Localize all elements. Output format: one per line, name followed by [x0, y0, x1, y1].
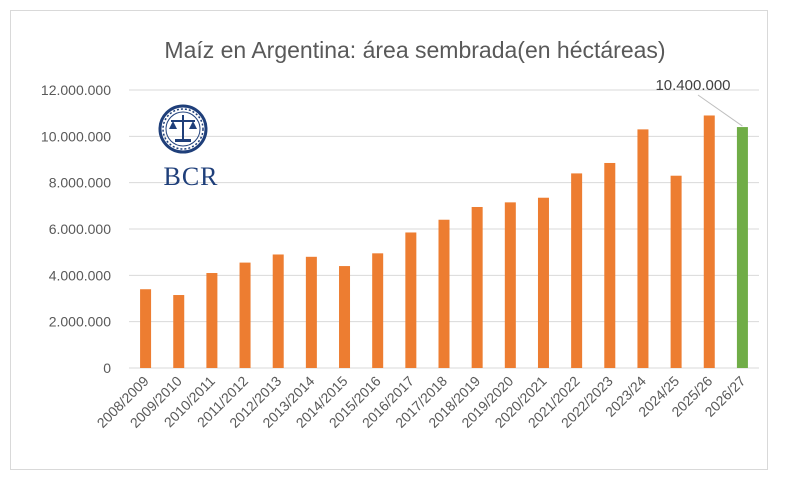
y-tick-label: 8.000.000 — [49, 175, 111, 191]
bar — [537, 197, 549, 368]
bar — [206, 273, 218, 368]
bar — [637, 129, 649, 368]
y-tick-label: 2.000.000 — [49, 314, 111, 330]
y-tick-label: 0 — [103, 360, 111, 376]
bar — [571, 173, 583, 368]
bar — [703, 115, 715, 368]
bar — [305, 256, 317, 368]
bar — [670, 175, 682, 368]
bcr-logo: BCR — [158, 104, 218, 191]
seal-icon — [158, 104, 208, 154]
bar — [604, 162, 616, 368]
chart-title: Maíz en Argentina: área sembrada(en héct… — [164, 37, 665, 63]
bar — [339, 266, 351, 368]
logo-text: BCR — [163, 162, 218, 191]
data-label-leader — [697, 94, 743, 127]
data-labels: 10.400.000 — [655, 77, 743, 127]
y-tick-label: 4.000.000 — [49, 267, 111, 283]
y-tick-label: 12.000.000 — [41, 82, 111, 98]
bar — [405, 232, 417, 368]
y-tick-label: 10.000.000 — [41, 128, 111, 144]
bar — [372, 253, 384, 368]
x-axis: 2008/20092009/20102010/20112011/20122012… — [94, 373, 749, 431]
bar — [736, 127, 748, 368]
chart-frame: Maíz en Argentina: área sembrada(en héct… — [10, 10, 768, 470]
bar — [438, 219, 450, 368]
bar — [239, 262, 251, 368]
y-tick-label: 6.000.000 — [49, 221, 111, 237]
bar — [504, 202, 516, 368]
bars — [140, 115, 748, 368]
chart: Maíz en Argentina: área sembrada(en héct… — [41, 37, 759, 431]
y-axis: 0 2.000.000 4.000.000 6.000.000 8.000.000 10.… — [41, 82, 111, 376]
bar — [471, 206, 483, 368]
bar — [272, 254, 284, 368]
bar — [140, 289, 152, 368]
data-label: 10.400.000 — [655, 77, 730, 94]
bar — [173, 295, 185, 368]
